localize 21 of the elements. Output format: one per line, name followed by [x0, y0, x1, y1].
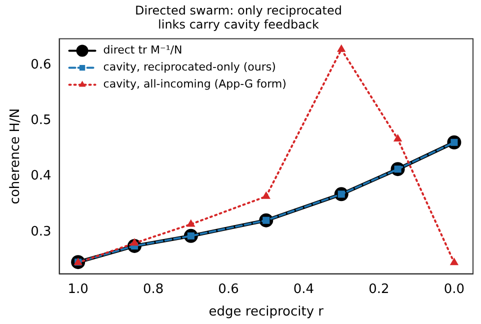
x-axis-title: edge reciprocity r — [208, 304, 324, 320]
y-tick-label: 0.5 — [30, 113, 52, 128]
y-tick-label: 0.6 — [30, 57, 52, 72]
legend-label: cavity, all-incoming (App-G form) — [103, 78, 286, 91]
x-tick-label: 0.6 — [218, 282, 239, 297]
point — [450, 258, 459, 266]
y-axis-title: coherence H/N — [8, 108, 24, 204]
x-tick-label: 0.4 — [293, 282, 314, 297]
chart-title: Directed swarm: only reciprocated links carry cavity feedback — [135, 3, 342, 32]
y-tick-label: 0.4 — [30, 168, 52, 184]
x-tick-label: 0.0 — [444, 282, 465, 297]
x-tick-label: 0.2 — [368, 282, 390, 297]
y-tick-label: 0.3 — [30, 224, 52, 240]
point — [393, 134, 402, 142]
legend-label: cavity, reciprocated-only (ours) — [103, 60, 276, 74]
point — [262, 191, 270, 199]
legend-label: direct tr M⁻¹/N — [103, 44, 182, 57]
point — [337, 44, 346, 52]
point — [186, 219, 196, 227]
x-tick-label: 0.8 — [142, 282, 164, 297]
x-tick-label: 1.0 — [68, 282, 88, 297]
